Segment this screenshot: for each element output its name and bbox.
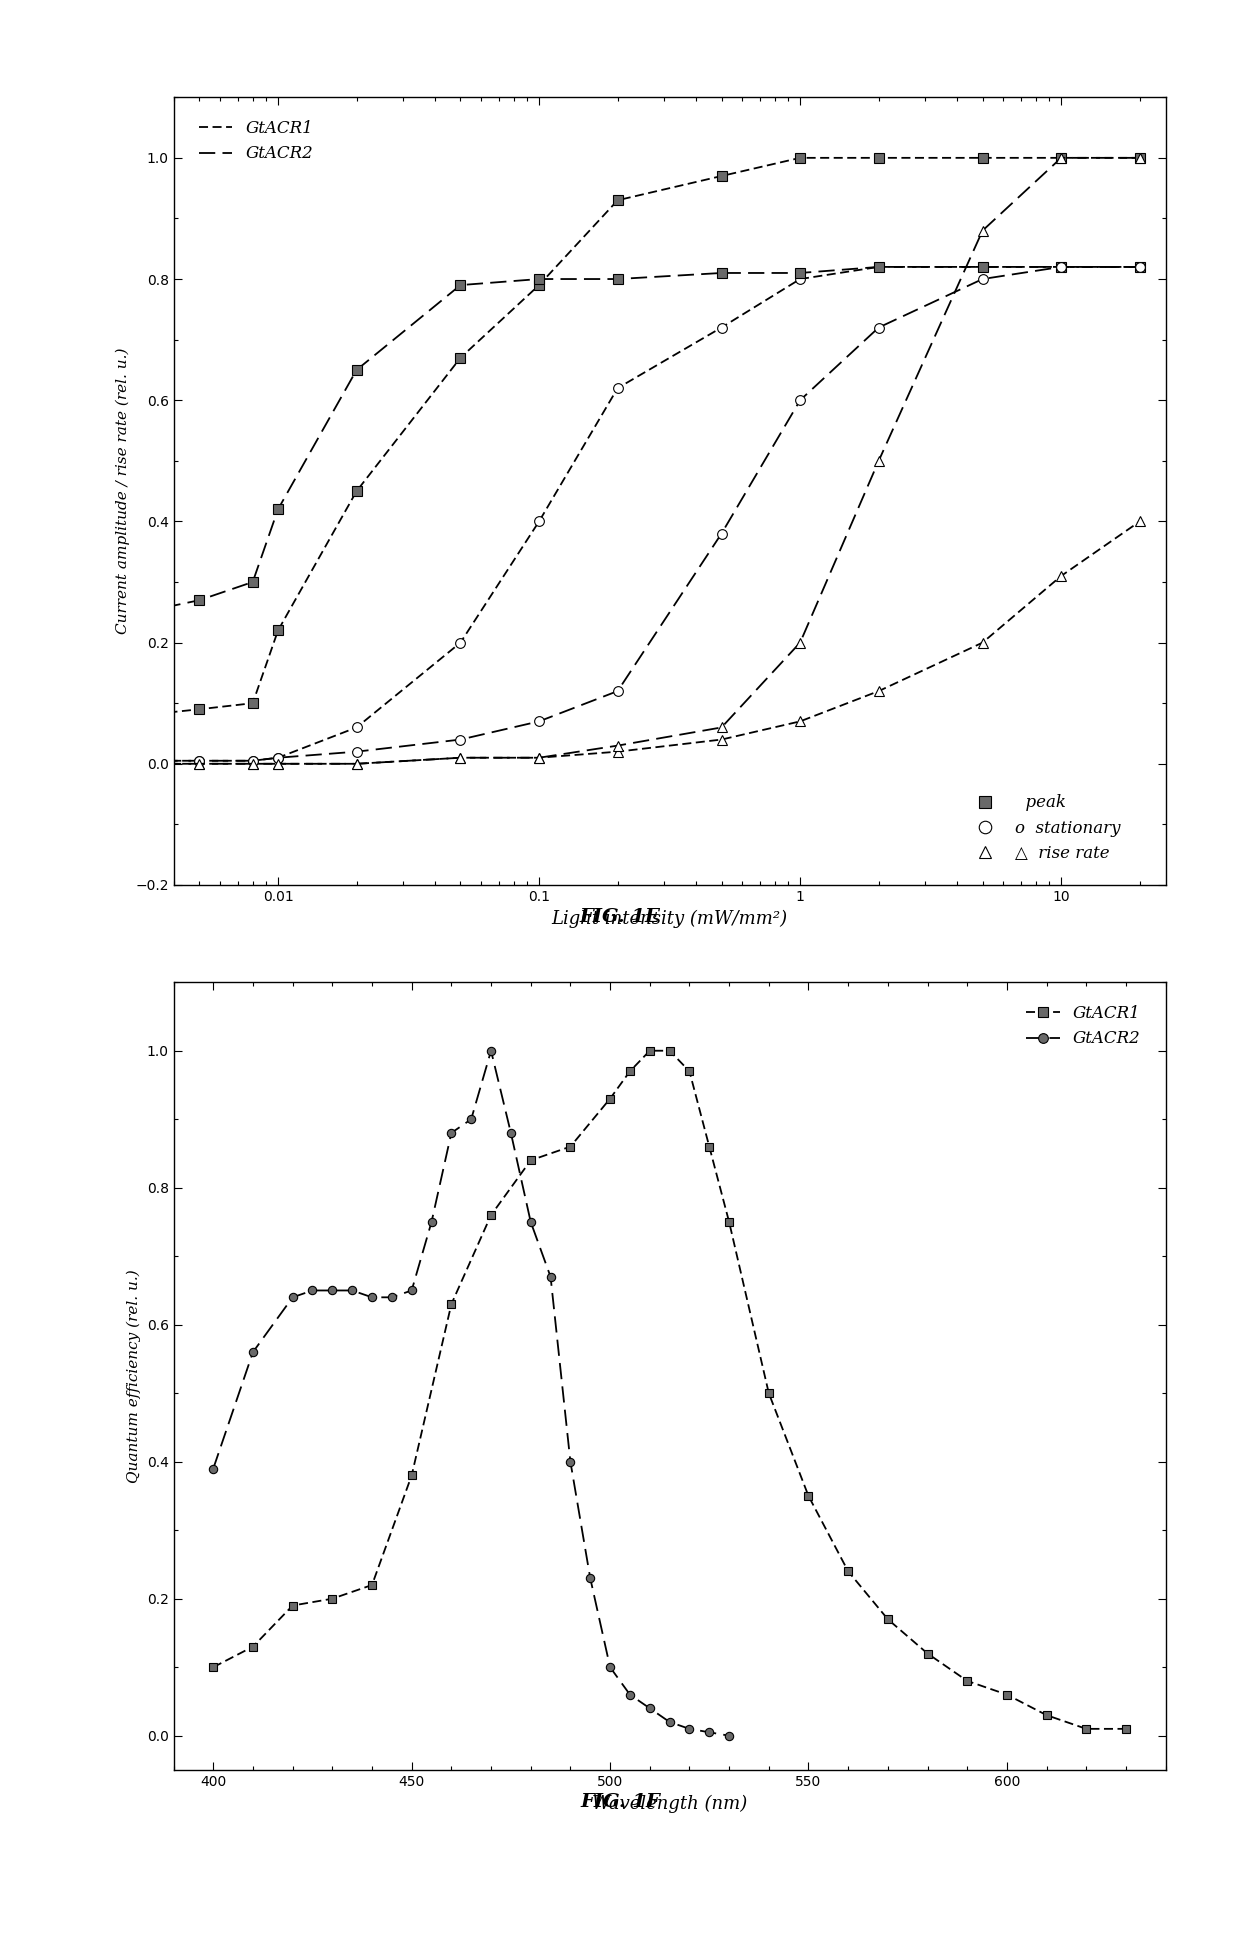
- X-axis label: Light intensity (mW/mm²): Light intensity (mW/mm²): [552, 910, 787, 928]
- Y-axis label: Current amplitude / rise rate (rel. u.): Current amplitude / rise rate (rel. u.): [115, 348, 130, 634]
- Legend: GtACR1, GtACR2: GtACR1, GtACR2: [1019, 998, 1147, 1054]
- Text: FIG. 1F: FIG. 1F: [580, 1793, 660, 1811]
- X-axis label: Wavelength (nm): Wavelength (nm): [591, 1795, 748, 1813]
- Legend:   peak, o  stationary, △  rise rate: peak, o stationary, △ rise rate: [962, 788, 1127, 869]
- Y-axis label: Quantum efficiency (rel. u.): Quantum efficiency (rel. u.): [126, 1270, 141, 1482]
- Text: FIG. 1E: FIG. 1E: [579, 908, 661, 926]
